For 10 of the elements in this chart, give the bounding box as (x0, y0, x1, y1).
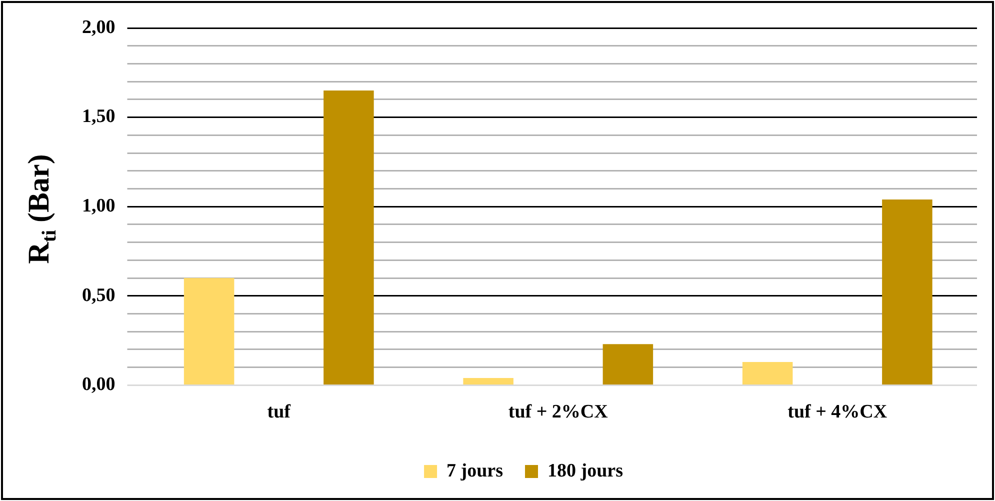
y-tick-label: 2,00 (82, 16, 116, 38)
y-tick-label: 1,50 (82, 106, 116, 128)
legend-label: 7 jours (446, 460, 504, 482)
y-tick-label: 0,50 (82, 284, 116, 306)
x-tick-label: tuf (267, 402, 292, 423)
x-tick-label: tuf + 2%CX (508, 402, 608, 423)
x-tick-label: tuf + 4%CX (788, 402, 888, 423)
y-tick-label: 1,00 (82, 196, 116, 217)
legend-label: 180 jours (548, 460, 623, 482)
y-tick-label: 0,00 (82, 374, 116, 396)
